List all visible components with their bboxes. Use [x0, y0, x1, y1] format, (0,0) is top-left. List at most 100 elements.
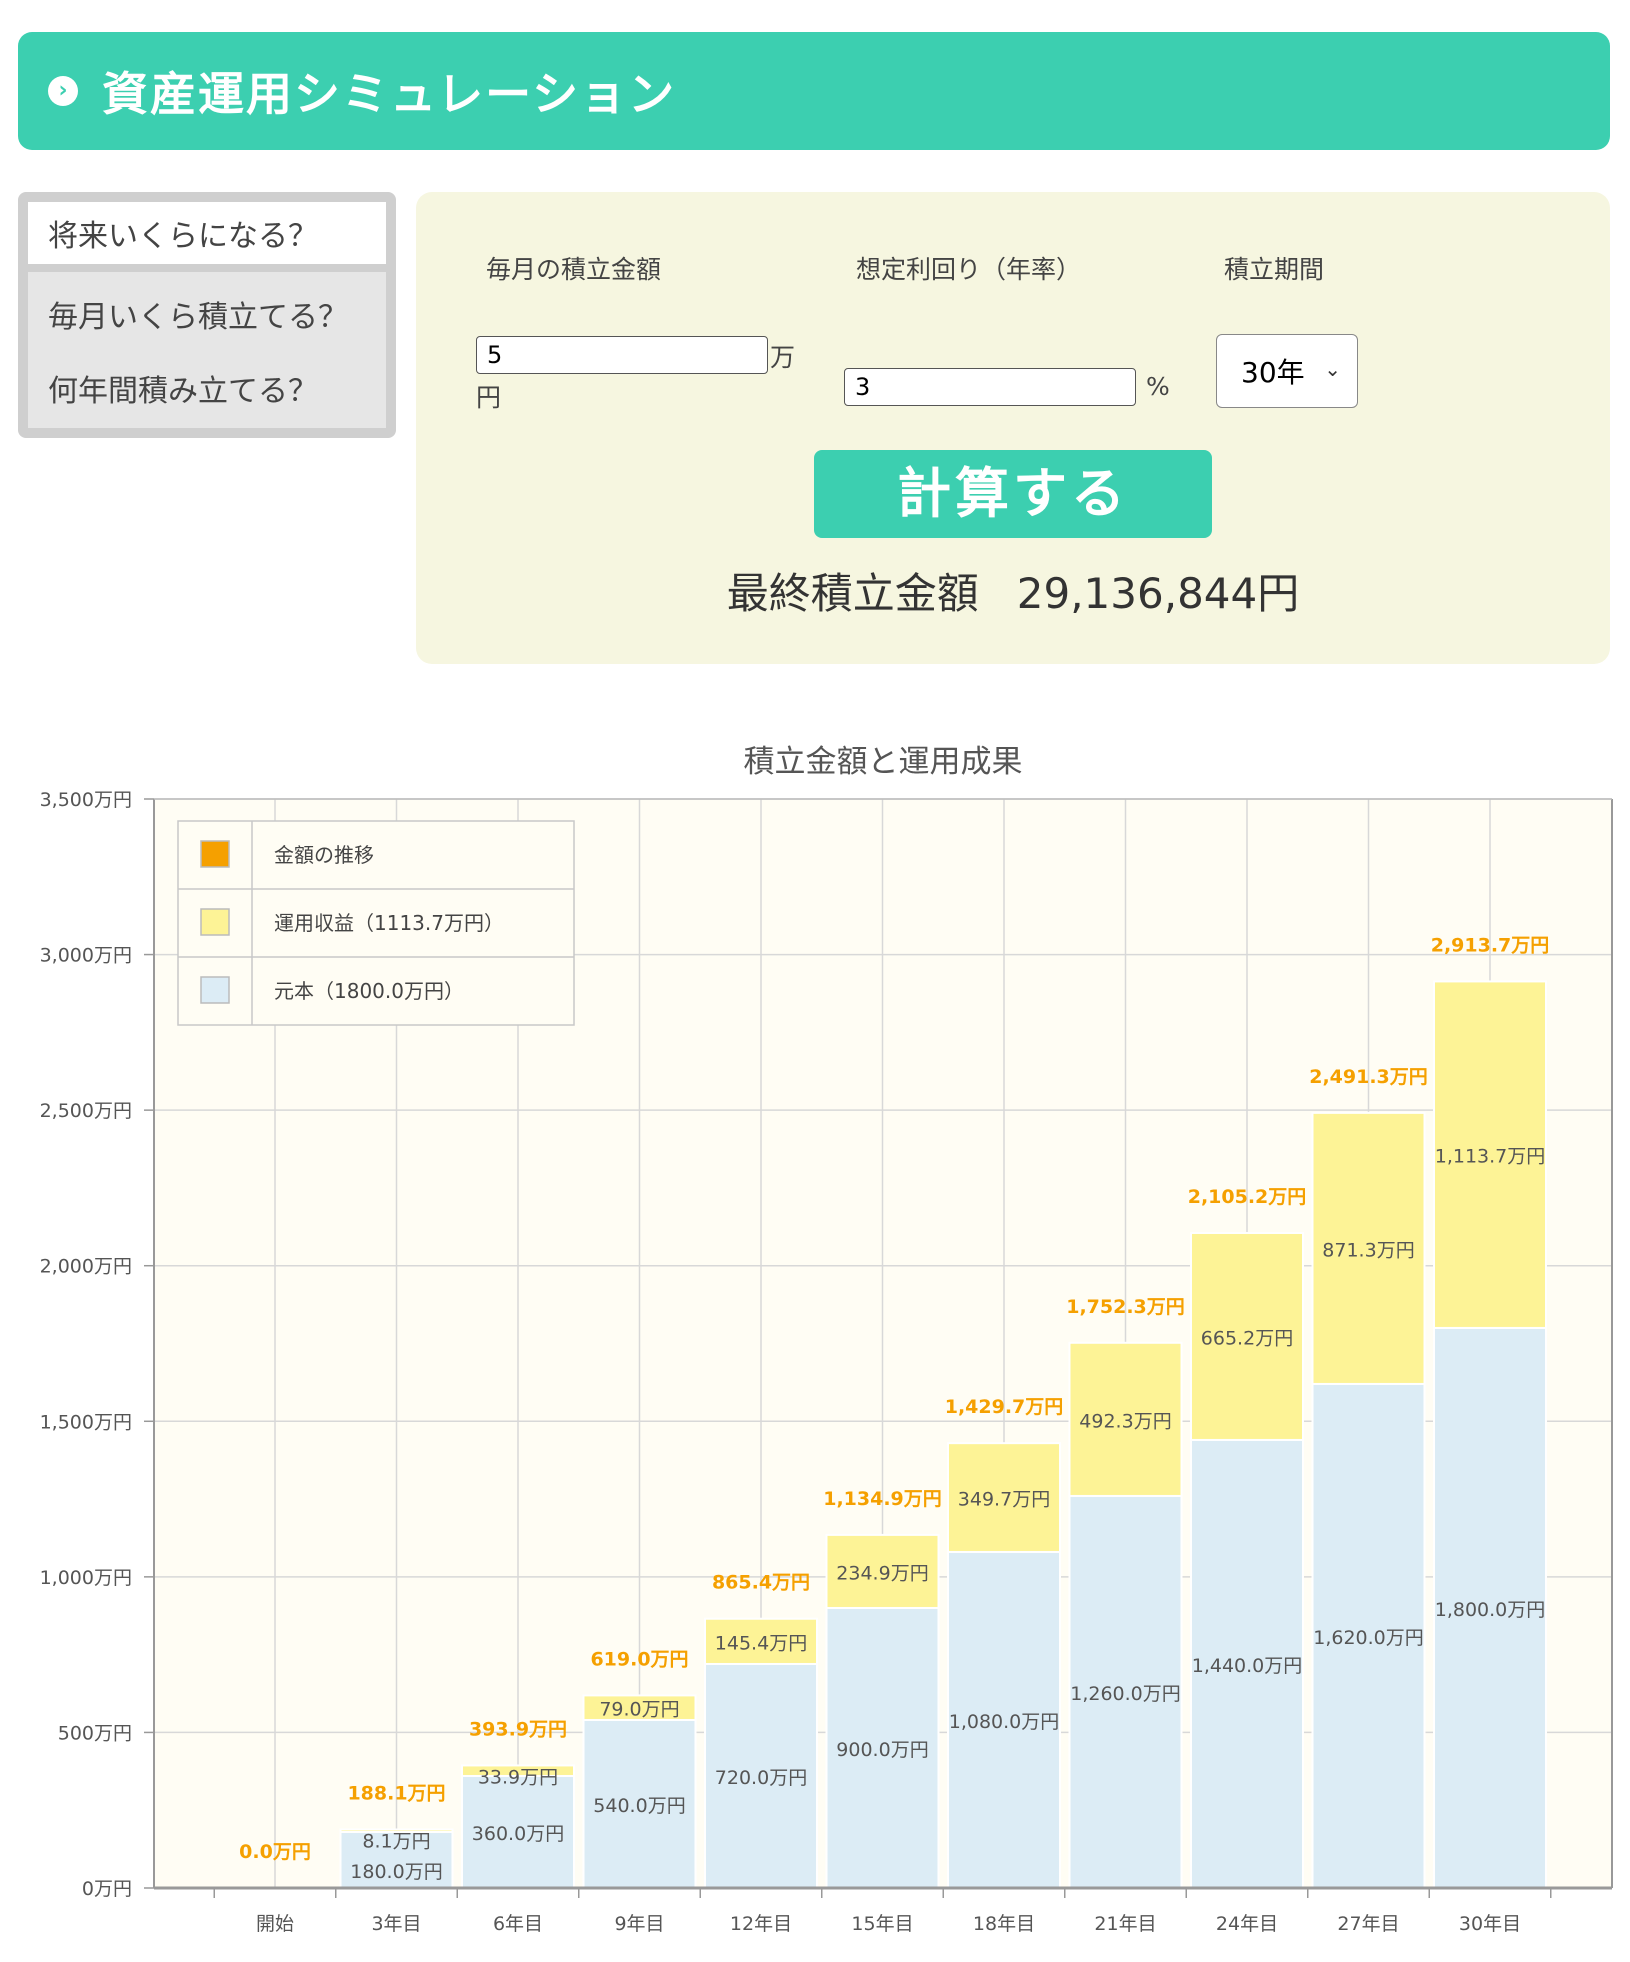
- principal-data-label: 1,260.0万円: [1070, 1683, 1181, 1705]
- bar-principal: [825, 1606, 940, 1889]
- monthly-unit-man: 万: [770, 343, 796, 372]
- principal-data-label: 720.0万円: [715, 1767, 807, 1789]
- y-tick-label: 500万円: [58, 1722, 132, 1744]
- x-tick-label: 6年目: [493, 1913, 543, 1935]
- bar-principal: [339, 1830, 454, 1889]
- bar-returns: [1068, 1341, 1183, 1497]
- bar-principal: [1068, 1494, 1183, 1890]
- mode-tabs: 将来いくらになる？ 毎月いくら積立てる？ 何年間積み立てる？: [18, 192, 396, 438]
- y-tick-label: 2,500万円: [40, 1100, 132, 1122]
- returns-data-label: 79.0万円: [599, 1699, 679, 1721]
- legend-swatch: [200, 976, 230, 1004]
- tab-future-value[interactable]: 将来いくらになる？: [28, 202, 386, 272]
- principal-data-label: 360.0万円: [472, 1823, 564, 1845]
- bar-returns: [1311, 1111, 1426, 1385]
- x-tick-label: 21年目: [1094, 1913, 1156, 1935]
- chevron-right-circle-icon: ›: [48, 76, 78, 106]
- x-tick-label: 27年目: [1337, 1913, 1399, 1935]
- principal-data-label: 900.0万円: [836, 1739, 928, 1761]
- tab-monthly-amount[interactable]: 毎月いくら積立てる？: [48, 300, 348, 335]
- returns-data-label: 665.2万円: [1201, 1327, 1293, 1349]
- x-tick-label: 開始: [256, 1913, 294, 1935]
- returns-data-label: 349.7万円: [958, 1489, 1050, 1511]
- total-data-label: 2,491.3万円: [1309, 1066, 1428, 1088]
- bar-returns: [1433, 980, 1547, 1329]
- page-title: 資産運用シミュレーション: [102, 67, 677, 121]
- total-data-label: 1,429.7万円: [945, 1396, 1064, 1418]
- total-data-label: 1,752.3万円: [1066, 1296, 1185, 1318]
- principal-data-label: 540.0万円: [593, 1795, 685, 1817]
- x-tick-label: 15年目: [851, 1913, 913, 1935]
- y-tick-label: 3,000万円: [40, 945, 132, 967]
- legend-swatch: [200, 908, 230, 936]
- period-label: 積立期間: [1224, 255, 1325, 284]
- bar-returns: [582, 1694, 697, 1721]
- simulation-form: 毎月の積立金額 想定利回り（年率） 積立期間 万 円 % 30年 ⌄ 計算する …: [416, 192, 1610, 664]
- y-tick-label: 1,500万円: [40, 1411, 132, 1433]
- page-header: › 資産運用シミュレーション: [18, 32, 1610, 150]
- tab-years[interactable]: 何年間積み立てる？: [48, 374, 318, 409]
- accumulation-chart: 積立金額と運用成果 0万円 500万円 1,000万円 1,500万円 2,000万円 2,…: [40, 744, 1613, 1935]
- result-value: 29,136,844円: [1016, 569, 1300, 618]
- rate-unit: %: [1146, 372, 1170, 401]
- bar-principal: [947, 1550, 1061, 1889]
- bar-returns: [704, 1617, 818, 1665]
- total-data-label: 188.1万円: [347, 1782, 445, 1804]
- legend-label: 元本（1800.0万円）: [274, 979, 464, 1003]
- bar-principal: [704, 1662, 818, 1890]
- bar-principal: [1433, 1326, 1547, 1889]
- returns-data-label: 1,113.7万円: [1435, 1146, 1546, 1168]
- legend-swatch: [200, 840, 230, 868]
- y-tick-label: 3,500万円: [40, 789, 132, 811]
- rate-input[interactable]: [844, 368, 1136, 406]
- x-tick-label: 30年目: [1459, 1913, 1521, 1935]
- y-tick-label: 1,000万円: [40, 1567, 132, 1589]
- x-tick-label: 9年目: [614, 1913, 664, 1935]
- principal-data-label: 1,800.0万円: [1435, 1599, 1546, 1621]
- total-data-label: 619.0万円: [590, 1648, 688, 1670]
- principal-data-label: 1,080.0万円: [949, 1711, 1060, 1733]
- chart-title: 積立金額と運用成果: [744, 744, 1023, 780]
- monthly-amount-input[interactable]: [476, 336, 768, 374]
- returns-data-label: 871.3万円: [1322, 1239, 1414, 1261]
- total-data-label: 1,134.9万円: [823, 1488, 942, 1510]
- bar-principal: [1311, 1382, 1426, 1889]
- total-data-label: 865.4万円: [712, 1572, 810, 1594]
- x-tick-label: 24年目: [1216, 1913, 1278, 1935]
- y-tick-label: 0万円: [82, 1878, 132, 1900]
- returns-data-label: 145.4万円: [715, 1632, 807, 1654]
- x-tick-label: 3年目: [371, 1913, 421, 1935]
- bar-returns: [339, 1828, 454, 1833]
- result-line: 最終積立金額 29,136,844円: [416, 560, 1610, 621]
- principal-data-label: 180.0万円: [350, 1861, 442, 1883]
- x-tick-label: 18年目: [973, 1913, 1035, 1935]
- bar-returns: [461, 1764, 575, 1777]
- bar-principal: [1190, 1438, 1304, 1889]
- returns-data-label: 8.1万円: [362, 1830, 430, 1852]
- monthly-amount-label: 毎月の積立金額: [486, 255, 662, 284]
- bar-returns: [947, 1442, 1061, 1553]
- calculate-button[interactable]: 計算する: [814, 450, 1212, 538]
- period-select[interactable]: 30年 ⌄: [1216, 334, 1358, 408]
- legend-label: 運用収益（1113.7万円）: [274, 911, 504, 935]
- x-tick-label: 12年目: [730, 1913, 792, 1935]
- monthly-unit-en: 円: [476, 383, 502, 412]
- y-tick-label: 2,000万円: [40, 1256, 132, 1278]
- total-data-label: 0.0万円: [239, 1841, 311, 1863]
- principal-data-label: 1,620.0万円: [1313, 1627, 1424, 1649]
- legend-label: 金額の推移: [274, 843, 374, 867]
- returns-data-label: 492.3万円: [1079, 1410, 1171, 1432]
- returns-data-label: 33.9万円: [478, 1766, 558, 1788]
- total-data-label: 2,913.7万円: [1431, 934, 1550, 956]
- result-label: 最終積立金額: [726, 569, 979, 618]
- total-data-label: 2,105.2万円: [1188, 1186, 1307, 1208]
- bar-returns: [1190, 1231, 1304, 1441]
- legend-box: [177, 820, 575, 1026]
- returns-data-label: 234.9万円: [836, 1562, 928, 1584]
- bar-principal: [461, 1774, 575, 1889]
- total-data-label: 393.9万円: [469, 1718, 567, 1740]
- rate-label: 想定利回り（年率）: [856, 255, 1082, 284]
- chevron-down-icon: ⌄: [1324, 357, 1341, 381]
- bar-returns: [825, 1533, 940, 1609]
- period-select-value: 30年: [1241, 356, 1305, 389]
